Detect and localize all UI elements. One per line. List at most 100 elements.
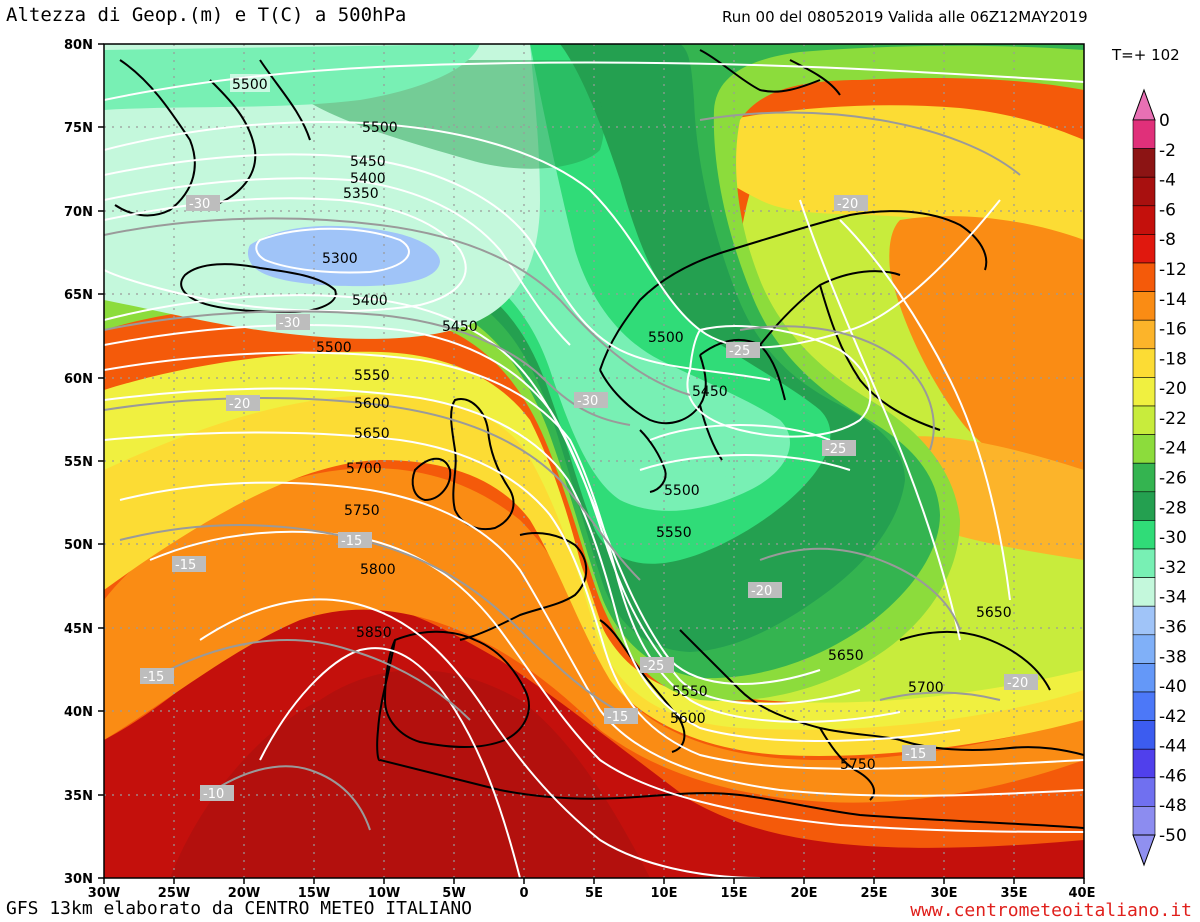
legend-swatch <box>1132 377 1156 407</box>
z-label: 5300 <box>322 251 358 267</box>
legend-label: -22 <box>1159 409 1187 429</box>
z-label: 5450 <box>350 154 386 170</box>
t-label: -30 <box>189 197 210 212</box>
z-label: 5550 <box>672 684 708 700</box>
t-label: -25 <box>643 659 664 674</box>
t-label: -15 <box>905 747 926 762</box>
t-label: -15 <box>175 558 196 573</box>
lat-label: 55N <box>64 455 93 470</box>
legend-swatch <box>1132 777 1156 807</box>
z-label: 5600 <box>354 396 390 412</box>
legend-swatch <box>1132 491 1156 521</box>
forecast-step: T=+ 102 <box>1112 46 1180 64</box>
legend-label: -24 <box>1159 439 1187 459</box>
legend-label: -20 <box>1159 379 1187 399</box>
legend-swatch <box>1132 691 1156 721</box>
legend-swatch <box>1132 577 1156 607</box>
t-label: -25 <box>825 442 846 457</box>
lon-label: 15W <box>298 886 330 901</box>
z-label: 5800 <box>360 562 396 578</box>
z-label: 5750 <box>840 757 876 773</box>
z-label: 5500 <box>362 120 398 136</box>
z-label: 5500 <box>232 77 268 93</box>
lat-label: 50N <box>64 538 93 553</box>
legend-swatch <box>1132 434 1156 464</box>
legend-label: -34 <box>1159 588 1187 608</box>
legend-swatch <box>1132 291 1156 321</box>
legend-bottom-arrow <box>1132 834 1156 867</box>
legend-swatch <box>1132 262 1156 292</box>
legend-swatch <box>1132 148 1156 178</box>
lat-label: 45N <box>64 622 93 637</box>
model-credit: GFS 13km elaborato da CENTRO METEO ITALI… <box>6 898 472 919</box>
z-label: 5550 <box>354 368 390 384</box>
z-label: 5500 <box>648 330 684 346</box>
legend-label: -48 <box>1159 796 1187 816</box>
legend-top-arrow <box>1132 88 1156 121</box>
legend-label: -2 <box>1159 141 1176 161</box>
legend-label: -14 <box>1159 290 1187 310</box>
lon-label: 20E <box>791 886 818 901</box>
legend-label: -38 <box>1159 647 1187 667</box>
lat-label: 80N <box>64 38 93 53</box>
z-label: 5600 <box>670 711 706 727</box>
lon-label: 15E <box>721 886 748 901</box>
legend-label: -30 <box>1159 528 1187 548</box>
lon-label: 10E <box>651 886 678 901</box>
site-url[interactable]: www.centrometeoitaliano.it <box>910 900 1192 921</box>
z-label: 5700 <box>346 461 382 477</box>
legend-label: -18 <box>1159 349 1187 369</box>
lon-label: 5W <box>442 886 465 901</box>
lat-label: 70N <box>64 205 93 220</box>
t-label: -10 <box>203 787 224 802</box>
color-legend: 0 -2 -4 -6 -8 -12 -14 -16 -18 -20 -22 -24 -26 -28 -30 -… <box>1132 88 1187 867</box>
legend-label: -36 <box>1159 617 1187 637</box>
legend-label: -6 <box>1159 200 1176 220</box>
lon-label: 30W <box>88 886 120 901</box>
z-label: 5400 <box>350 171 386 187</box>
legend-swatch <box>1132 806 1156 836</box>
lat-label: 35N <box>64 789 93 804</box>
legend-label: -16 <box>1159 320 1187 340</box>
legend-swatch <box>1132 405 1156 435</box>
run-info: Run 00 del 08052019 Valida alle 06Z12MAY… <box>722 8 1088 26</box>
lat-lon-grid <box>104 44 1084 878</box>
lat-label: 75N <box>64 121 93 136</box>
z-label: 5850 <box>356 625 392 641</box>
legend-label: -50 <box>1159 826 1187 846</box>
legend-label: 0 <box>1159 111 1170 131</box>
legend-label: -42 <box>1159 707 1187 727</box>
z-label: 5650 <box>354 426 390 442</box>
lon-label: 30E <box>931 886 958 901</box>
t-label: -30 <box>577 394 598 409</box>
legend-swatch <box>1132 348 1156 378</box>
legend-swatch <box>1132 605 1156 636</box>
legend-swatch <box>1132 462 1156 493</box>
legend-label: -40 <box>1159 677 1187 697</box>
z-label: 5400 <box>352 293 388 309</box>
lat-label: 40N <box>64 705 93 720</box>
legend-swatch <box>1132 205 1156 235</box>
t-label: -15 <box>341 534 362 549</box>
legend-label: -32 <box>1159 558 1187 578</box>
z-label: 5650 <box>828 648 864 664</box>
z-label: 5500 <box>316 340 352 356</box>
z-label: 5450 <box>692 384 728 400</box>
t-label: -20 <box>837 197 858 212</box>
legend-label: -28 <box>1159 498 1187 518</box>
lon-label: 0 <box>519 886 528 901</box>
z-label: 5350 <box>343 186 379 202</box>
axis-ticks <box>98 43 1085 884</box>
lat-label: 60N <box>64 372 93 387</box>
legend-swatch <box>1132 634 1156 664</box>
legend-label: -26 <box>1159 469 1187 489</box>
lon-label: 25E <box>861 886 888 901</box>
t-label: -25 <box>729 344 750 359</box>
legend-swatch <box>1132 520 1156 550</box>
legend-label: -12 <box>1159 260 1187 280</box>
z-label: 5450 <box>442 319 478 335</box>
legend-swatch <box>1132 176 1156 207</box>
z-label: 5550 <box>656 525 692 541</box>
legend-label: -44 <box>1159 737 1187 757</box>
